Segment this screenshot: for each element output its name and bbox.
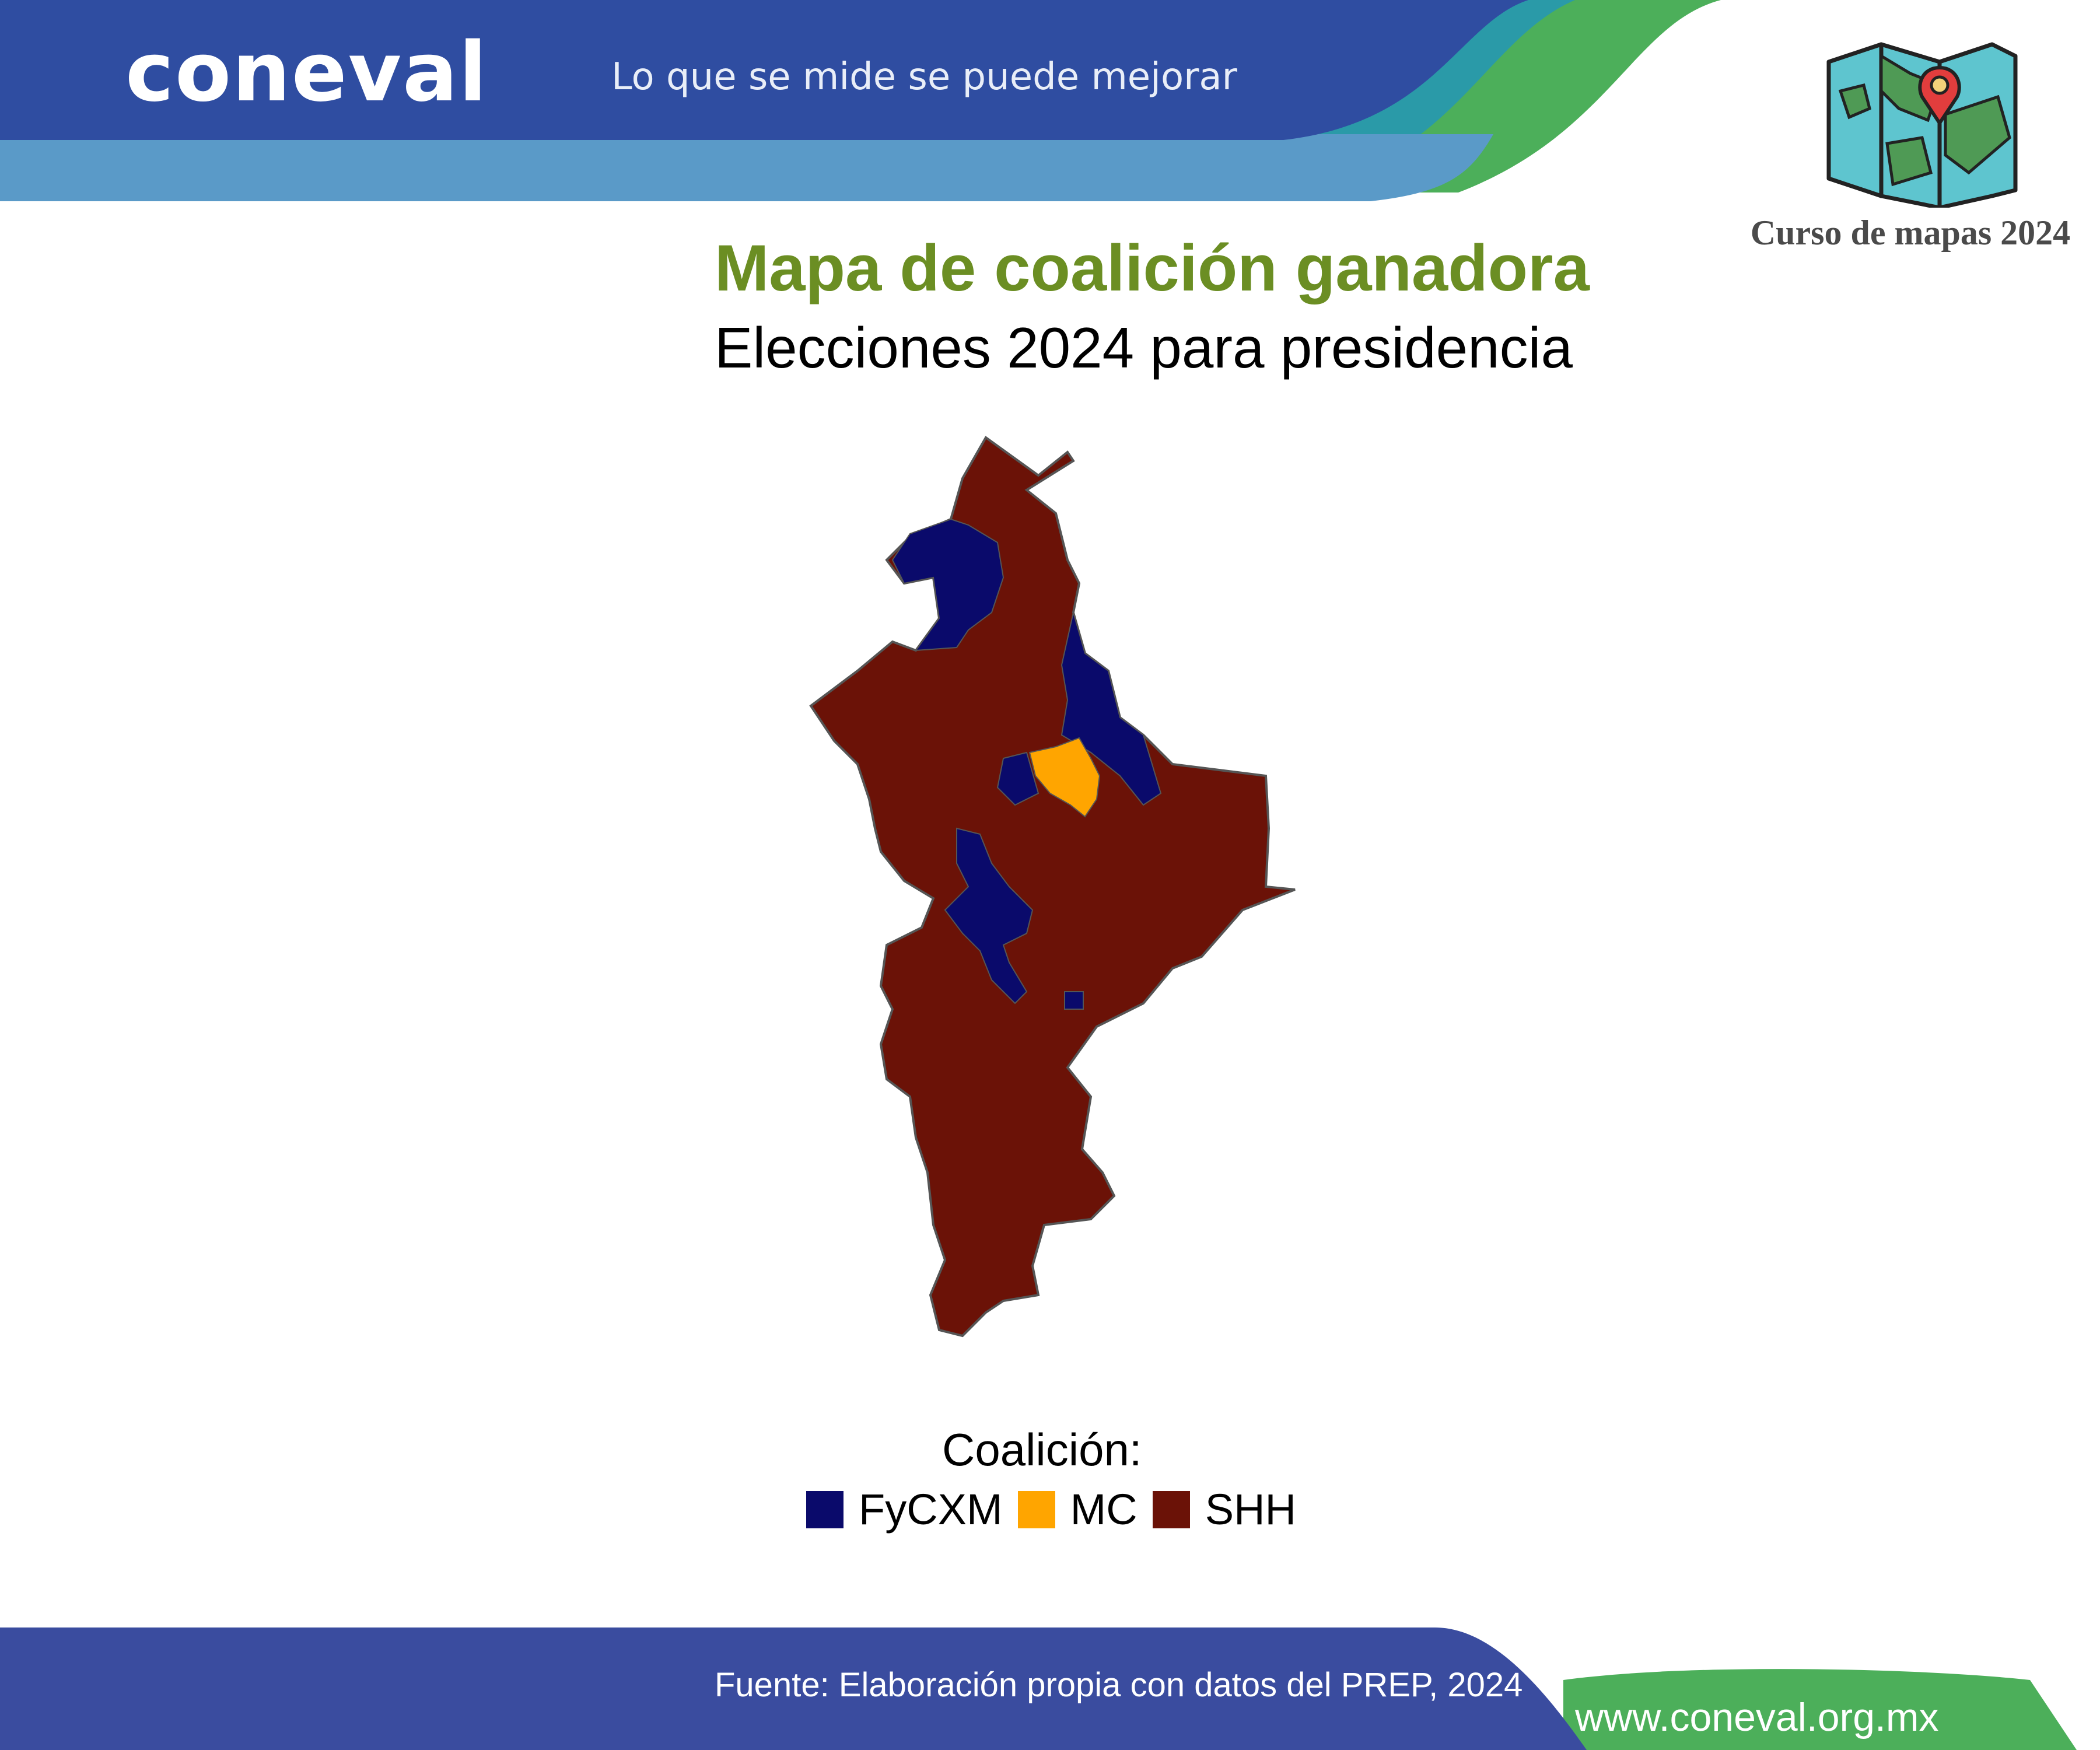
region-fycxm-northeast bbox=[1060, 612, 1162, 806]
region-shh bbox=[809, 436, 1296, 1338]
legend-label-fycxm: FyCXM bbox=[859, 1485, 1003, 1534]
region-mc bbox=[1028, 737, 1101, 818]
legend-swatch-fycxm bbox=[806, 1490, 844, 1528]
website-link[interactable]: www.coneval.org.mx bbox=[1575, 1695, 1939, 1740]
region-fycxm-small bbox=[1064, 991, 1084, 1010]
legend-label-mc: MC bbox=[1070, 1485, 1138, 1534]
choropleth-map bbox=[809, 436, 1296, 1338]
header-banner bbox=[0, 0, 2100, 210]
region-fycxm-center bbox=[996, 751, 1040, 806]
footer-banner bbox=[0, 1616, 2100, 1750]
legend-item-mc: MC bbox=[1017, 1485, 1138, 1534]
source-note: Fuente: Elaboración propia con datos del… bbox=[715, 1666, 1523, 1704]
legend-item-shh: SHH bbox=[1152, 1485, 1296, 1534]
legend-item-fycxm: FyCXM bbox=[806, 1485, 1003, 1534]
legend-swatch-mc bbox=[1017, 1490, 1055, 1528]
map-subtitle: Elecciones 2024 para presidencia bbox=[715, 316, 1573, 380]
legend-label-shh: SHH bbox=[1205, 1485, 1296, 1534]
legend-swatch-shh bbox=[1152, 1490, 1190, 1528]
tagline: Lo que se mide se puede mejorar bbox=[611, 55, 1237, 99]
legend: FyCXM MC SHH bbox=[806, 1485, 1311, 1534]
region-fycxm-north bbox=[891, 518, 1005, 652]
map-title: Mapa de coalición ganadora bbox=[715, 232, 1590, 304]
folded-map-with-pin-icon bbox=[1826, 42, 2018, 208]
region-fycxm-south-corridor bbox=[944, 827, 1034, 1005]
legend-title: Coalición: bbox=[942, 1424, 1142, 1475]
coneval-logo[interactable]: coneval bbox=[125, 25, 488, 120]
course-label: Curso de mapas 2024 bbox=[1750, 214, 2071, 252]
